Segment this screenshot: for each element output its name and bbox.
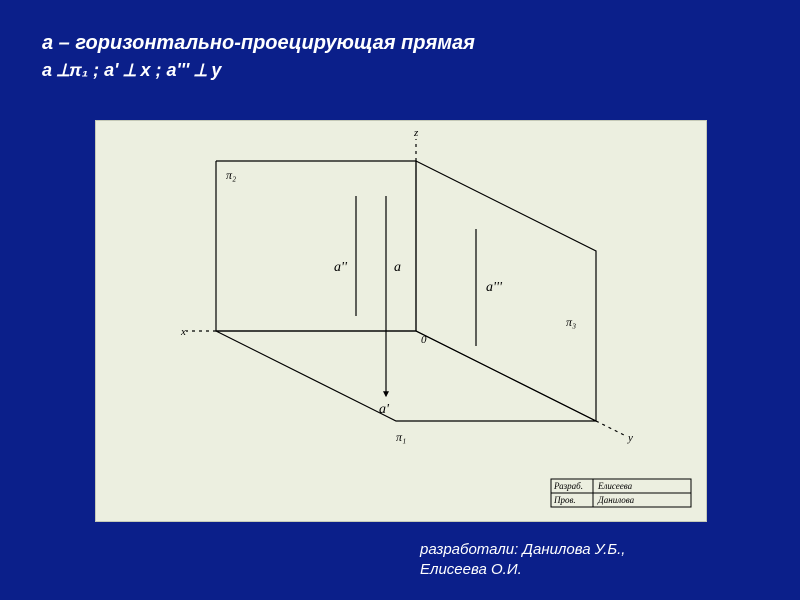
- svg-text:π₂: π₂: [226, 168, 236, 182]
- svg-text:x: x: [180, 326, 186, 338]
- svg-text:a''': a''': [486, 280, 503, 295]
- slide-title: a – горизонтально-проецирующая прямая a …: [42, 30, 770, 84]
- slide: a – горизонтально-проецирующая прямая a …: [0, 0, 800, 600]
- diagram-svg: z x y 0 π₁ π₂ π₃ a a'' a''' a' Разраб. Елисеева Пров.…: [96, 121, 706, 521]
- footer-line1: разработали: Данилова У.Б.,: [420, 541, 625, 558]
- svg-text:Данилова: Данилова: [597, 495, 635, 505]
- footer-line2: Елисеева О.И.: [420, 561, 522, 578]
- slide-footer: разработали: Данилова У.Б., Елисеева О.И…: [420, 540, 760, 579]
- title-a: a: [42, 32, 53, 54]
- svg-text:Разраб.: Разраб.: [553, 481, 583, 491]
- title-line2: a ⟂π₁ ; a' ⟂ x ; a''' ⟂ y: [42, 60, 221, 80]
- svg-text:Пров.: Пров.: [553, 495, 576, 505]
- svg-text:π₁: π₁: [396, 430, 406, 444]
- svg-text:a: a: [394, 260, 401, 275]
- title-rest: – горизонтально-проецирующая прямая: [53, 32, 475, 54]
- svg-text:z: z: [413, 127, 419, 139]
- drawing-panel: z x y 0 π₁ π₂ π₃ a a'' a''' a' Разраб. Елисеева Пров.…: [95, 120, 707, 522]
- svg-text:0: 0: [421, 334, 427, 346]
- svg-text:a'': a'': [334, 260, 348, 275]
- svg-text:a': a': [379, 402, 390, 417]
- svg-text:y: y: [627, 432, 633, 444]
- svg-text:π₃: π₃: [566, 315, 576, 329]
- svg-text:Елисеева: Елисеева: [597, 481, 633, 491]
